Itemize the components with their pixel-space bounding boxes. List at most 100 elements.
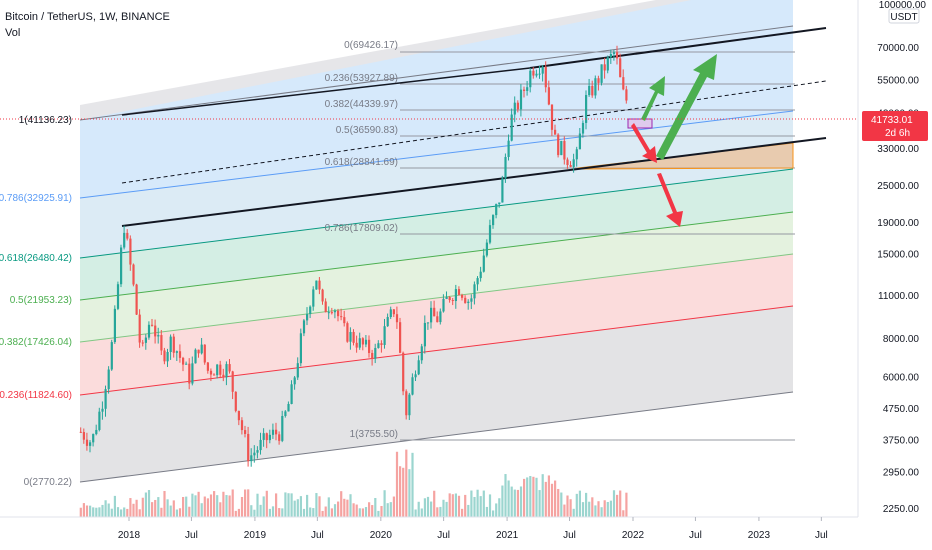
fib-retr-label-0.5: 0.5(36590.83) — [336, 125, 398, 136]
price-tick-label: 6000.00 — [883, 372, 920, 383]
fib-channel-label-0: 0(2770.22) — [24, 477, 72, 488]
candle-body — [197, 349, 200, 354]
candle-body — [498, 202, 501, 205]
candle-body — [120, 247, 123, 285]
candle-body — [616, 52, 619, 59]
price-axis-top-label: 100000.00 — [879, 0, 927, 11]
candle-body — [315, 280, 318, 290]
candle-body — [436, 316, 439, 323]
volume-bar — [95, 507, 98, 517]
volume-bar — [315, 493, 318, 517]
volume-bar — [374, 497, 377, 517]
candle-body — [572, 159, 575, 167]
candle-body — [355, 342, 358, 348]
candle-body — [510, 114, 513, 141]
volume-bar — [141, 497, 144, 517]
volume-bar — [368, 502, 371, 517]
candle-body — [228, 364, 231, 372]
candle-body — [138, 314, 141, 343]
price-axis[interactable]: 100000.00 USDT 70000.0055000.0043000.003… — [857, 0, 932, 550]
candle-body — [79, 431, 82, 433]
volume-bar — [101, 504, 104, 517]
volume-bar — [333, 504, 337, 517]
volume-bar — [389, 502, 392, 517]
candle-body — [107, 369, 110, 390]
volume-bar — [160, 507, 163, 517]
candle-body — [172, 336, 175, 353]
candle-body — [132, 264, 135, 285]
volume-bar — [457, 495, 461, 517]
candle-body — [603, 64, 606, 71]
candle-body — [488, 225, 492, 243]
time-axis[interactable]: 2018 Jul 2019 Jul 2020 Jul 2021 Jul 2022 Jul 2023 J… — [0, 516, 932, 550]
candle-body — [225, 364, 228, 378]
volume-bar — [588, 501, 591, 517]
volume-bar — [572, 508, 575, 517]
volume-label: Vol — [5, 27, 21, 39]
candle-body — [612, 52, 616, 54]
upper-trendline — [529, 27, 827, 69]
candle-body — [92, 434, 95, 443]
candle-body — [302, 320, 306, 334]
volume-bar — [346, 499, 349, 517]
volume-bar — [485, 506, 489, 517]
volume-bar — [426, 496, 430, 517]
volume-bar — [442, 499, 445, 517]
volume-bar — [445, 501, 448, 517]
volume-bar — [216, 495, 219, 517]
volume-bar — [467, 504, 470, 517]
candle-body — [476, 278, 479, 285]
time-tick-label: 2018 — [118, 530, 141, 541]
volume-bar — [203, 496, 206, 517]
volume-bar — [594, 505, 597, 517]
volume-bar — [560, 492, 563, 517]
candle-body — [135, 284, 138, 315]
volume-bar — [166, 499, 169, 517]
price-tick-label: 4750.00 — [883, 404, 920, 415]
price-tick-label: 2250.00 — [883, 504, 920, 515]
candle-body — [411, 377, 414, 395]
candle-body — [163, 350, 166, 362]
time-tick-label: 2020 — [370, 530, 393, 541]
lower-trendline — [121, 137, 827, 227]
candle-body — [473, 284, 476, 299]
volume-bar — [510, 486, 513, 517]
candle-body — [464, 297, 467, 303]
volume-bar — [228, 495, 231, 517]
candle-body — [408, 394, 411, 416]
volume-bar — [392, 496, 396, 517]
candle-body — [160, 335, 163, 351]
volume-bar — [399, 466, 402, 517]
time-tick-label: 2021 — [496, 530, 519, 541]
fib-retr-label-0.786: 0.786(17809.02) — [325, 223, 398, 234]
currency-label: USDT — [890, 12, 917, 23]
candle-body — [141, 342, 144, 344]
volume-bar — [482, 490, 485, 517]
volume-bar — [386, 503, 389, 517]
candle-body — [541, 66, 544, 74]
volume-bar — [619, 490, 622, 517]
candle-body — [206, 362, 210, 371]
candle-body — [352, 331, 355, 343]
volume-bar — [430, 501, 433, 517]
volume-bar — [330, 508, 334, 517]
volume-bar — [451, 494, 454, 517]
volume-bar — [194, 495, 197, 517]
candle-body — [126, 232, 129, 239]
candle-body — [166, 351, 169, 362]
volume-bar — [98, 507, 101, 517]
volume-bar — [395, 451, 399, 517]
candle-body — [151, 324, 154, 326]
candle-body — [253, 452, 256, 456]
volume-bar — [107, 503, 110, 517]
candle-body — [538, 73, 541, 75]
candle-body — [349, 331, 352, 342]
volume-bar — [603, 500, 606, 517]
candle-body — [563, 140, 566, 160]
currency-badge[interactable] — [888, 8, 920, 24]
time-tick-label: 2022 — [622, 530, 645, 541]
volume-bar — [529, 476, 532, 517]
candle-body — [361, 338, 365, 345]
